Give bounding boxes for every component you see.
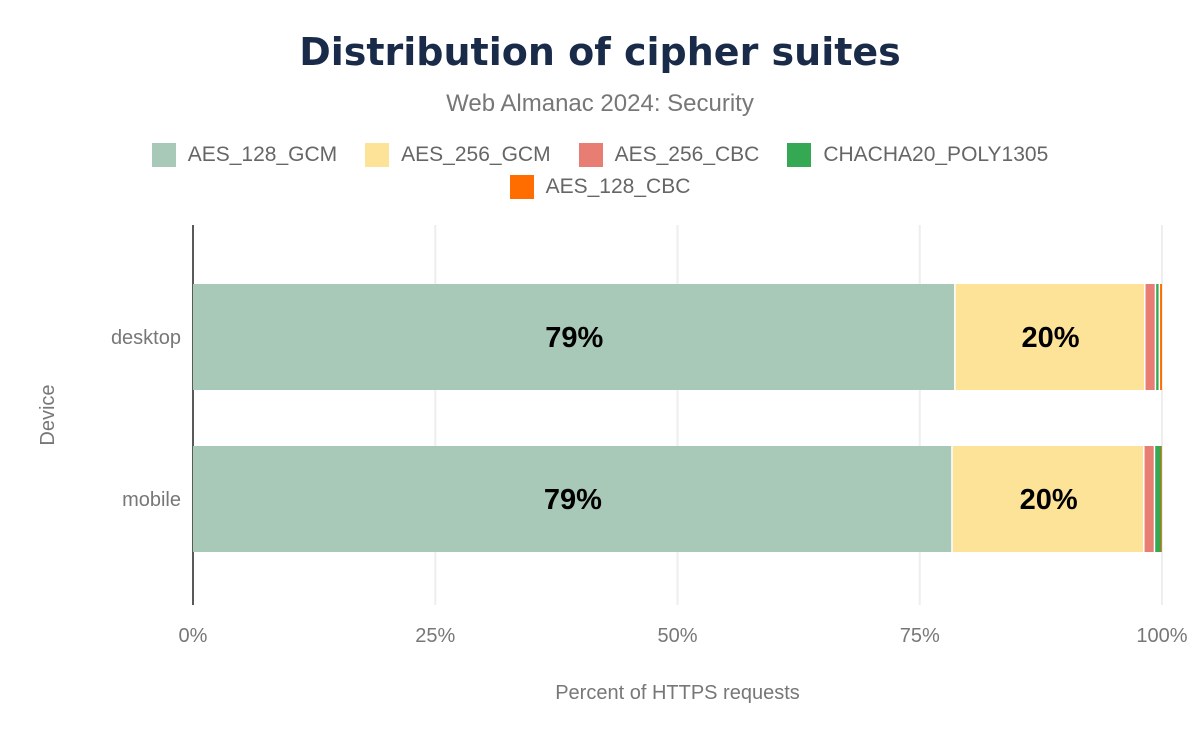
bar-segment	[1160, 284, 1162, 390]
legend-item[interactable]: CHACHA20_POLY1305	[787, 143, 1048, 167]
legend-label: CHACHA20_POLY1305	[823, 143, 1049, 166]
y-axis-label: Device	[37, 384, 59, 445]
data-label: 79%	[545, 322, 603, 354]
legend-swatch	[578, 143, 603, 167]
data-label: 79%	[544, 484, 602, 516]
chart-subtitle: Web Almanac 2024: Security	[446, 90, 754, 117]
data-label: 20%	[1022, 322, 1080, 354]
data-label: 20%	[1020, 484, 1078, 516]
legend-swatch	[509, 175, 534, 199]
legend-item[interactable]: AES_128_GCM	[151, 143, 338, 167]
legend-swatch	[151, 143, 176, 167]
bar-segment	[1155, 446, 1162, 552]
bar-segment	[193, 284, 955, 390]
legend-label: AES_256_CBC	[614, 143, 760, 166]
bar-segment	[1156, 284, 1159, 390]
bar-segment	[193, 446, 952, 552]
chart-title: Distribution of cipher suites	[299, 30, 901, 74]
bar-segment	[1161, 446, 1162, 552]
legend-swatch	[365, 143, 390, 167]
legend-item[interactable]: AES_128_CBC	[509, 175, 691, 199]
bar-segment	[1145, 284, 1155, 390]
legend: AES_128_GCM AES_256_GCM AES_256_CBC CHACHA2…	[0, 143, 1200, 167]
legend-item[interactable]: AES_256_GCM	[365, 143, 551, 167]
legend-label: AES_128_GCM	[187, 143, 338, 166]
bar-segment	[1144, 446, 1154, 552]
x-tick-label: 100%	[1136, 625, 1187, 647]
legend-label: AES_128_CBC	[545, 175, 691, 198]
bar-segment	[952, 446, 1144, 552]
bar-segment	[955, 284, 1145, 390]
x-tick-label: 50%	[657, 625, 697, 647]
y-tick-label: desktop	[111, 327, 181, 349]
legend-swatch	[787, 143, 812, 167]
legend-row-2: AES_128_CBC	[0, 175, 1200, 199]
x-tick-label: 0%	[179, 625, 208, 647]
x-axis-label: Percent of HTTPS requests	[555, 682, 800, 704]
x-tick-label: 25%	[415, 625, 455, 647]
y-tick-label: mobile	[122, 489, 181, 511]
legend-item[interactable]: AES_256_CBC	[578, 143, 760, 167]
legend-label: AES_256_GCM	[401, 143, 551, 166]
x-tick-label: 75%	[900, 625, 940, 647]
